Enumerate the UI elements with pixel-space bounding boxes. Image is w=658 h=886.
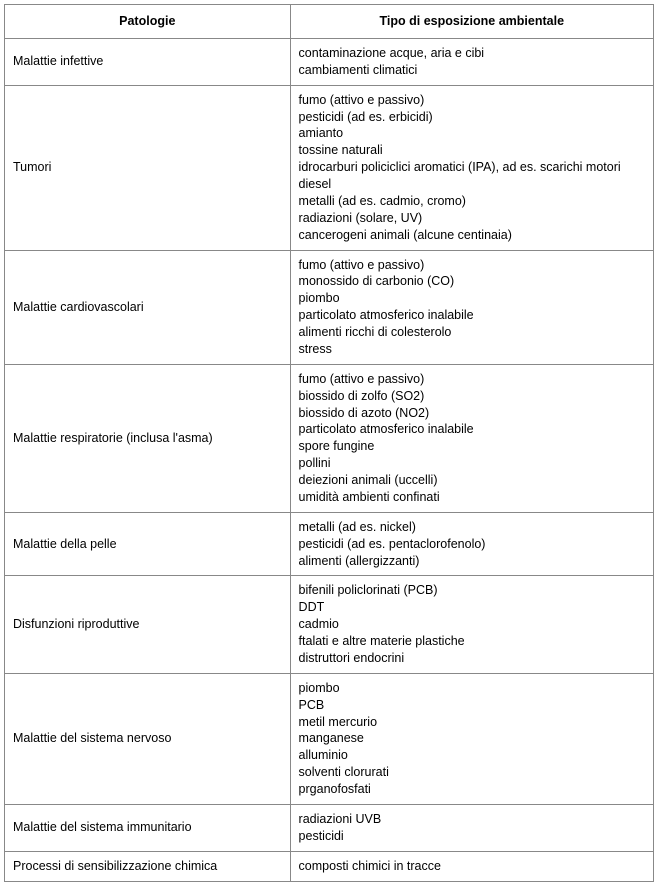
exposure-line: radiazioni (solare, UV) [299, 210, 645, 227]
exposure-line: prganofosfati [299, 781, 645, 798]
exposure-line: metalli (ad es. nickel) [299, 519, 645, 536]
exposure-cell: contaminazione acque, aria e cibicambiam… [290, 38, 653, 85]
exposure-line: particolato atmosferico inalabile [299, 307, 645, 324]
exposure-line: cancerogeni animali (alcune centinaia) [299, 227, 645, 244]
pathology-exposure-table: Patologie Tipo di esposizione ambientale… [4, 4, 654, 882]
exposure-line: stress [299, 341, 645, 358]
exposure-line: composti chimici in tracce [299, 858, 645, 875]
pathology-cell: Malattie del sistema nervoso [5, 673, 291, 804]
exposure-line: piombo [299, 680, 645, 697]
exposure-line: solventi clorurati [299, 764, 645, 781]
exposure-line: spore fungine [299, 438, 645, 455]
exposure-line: fumo (attivo e passivo) [299, 371, 645, 388]
exposure-line: umidità ambienti confinati [299, 489, 645, 506]
table-header-row: Patologie Tipo di esposizione ambientale [5, 5, 654, 39]
header-exposure: Tipo di esposizione ambientale [290, 5, 653, 39]
exposure-line: PCB [299, 697, 645, 714]
exposure-line: pollini [299, 455, 645, 472]
pathology-cell: Malattie infettive [5, 38, 291, 85]
exposure-cell: radiazioni UVBpesticidi [290, 804, 653, 851]
exposure-line: bifenili policlorinati (PCB) [299, 582, 645, 599]
exposure-line: cadmio [299, 616, 645, 633]
exposure-line: biossido di zolfo (SO2) [299, 388, 645, 405]
exposure-line: fumo (attivo e passivo) [299, 257, 645, 274]
exposure-line: distruttori endocrini [299, 650, 645, 667]
exposure-line: particolato atmosferico inalabile [299, 421, 645, 438]
table-row: Malattie cardiovascolarifumo (attivo e p… [5, 250, 654, 364]
exposure-line: alimenti (allergizzanti) [299, 553, 645, 570]
pathology-cell: Processi di sensibilizzazione chimica [5, 851, 291, 881]
exposure-line: amianto [299, 125, 645, 142]
exposure-cell: fumo (attivo e passivo)pesticidi (ad es.… [290, 85, 653, 250]
header-pathology: Patologie [5, 5, 291, 39]
table-row: Malattie del sistema nervosopiomboPCBmet… [5, 673, 654, 804]
table-row: Malattie della pellemetalli (ad es. nick… [5, 512, 654, 576]
exposure-cell: fumo (attivo e passivo)biossido di zolfo… [290, 364, 653, 512]
table-row: Processi di sensibilizzazione chimica com… [5, 851, 654, 881]
exposure-line: contaminazione acque, aria e cibi [299, 45, 645, 62]
exposure-line: cambiamenti climatici [299, 62, 645, 79]
table-row: Malattie infettivecontaminazione acque, … [5, 38, 654, 85]
exposure-line: manganese [299, 730, 645, 747]
exposure-cell: fumo (attivo e passivo)monossido di carb… [290, 250, 653, 364]
exposure-cell: metalli (ad es. nickel)pesticidi (ad es.… [290, 512, 653, 576]
pathology-cell: Tumori [5, 85, 291, 250]
pathology-cell: Malattie respiratorie (inclusa l'asma) [5, 364, 291, 512]
exposure-line: metil mercurio [299, 714, 645, 731]
exposure-line: pesticidi (ad es. pentaclorofenolo) [299, 536, 645, 553]
exposure-line: alimenti ricchi di colesterolo [299, 324, 645, 341]
pathology-cell: Malattie del sistema immunitario [5, 804, 291, 851]
exposure-line: pesticidi [299, 828, 645, 845]
table-row: Tumorifumo (attivo e passivo)pesticidi (… [5, 85, 654, 250]
exposure-line: radiazioni UVB [299, 811, 645, 828]
exposure-line: fumo (attivo e passivo) [299, 92, 645, 109]
exposure-line: metalli (ad es. cadmio, cromo) [299, 193, 645, 210]
pathology-cell: Disfunzioni riproduttive [5, 576, 291, 673]
exposure-line: DDT [299, 599, 645, 616]
exposure-line: tossine naturali [299, 142, 645, 159]
exposure-line: monossido di carbonio (CO) [299, 273, 645, 290]
exposure-cell: bifenili policlorinati (PCB)DDTcadmiofta… [290, 576, 653, 673]
pathology-cell: Malattie cardiovascolari [5, 250, 291, 364]
exposure-line: idrocarburi policiclici aromatici (IPA),… [299, 159, 645, 193]
exposure-line: deiezioni animali (uccelli) [299, 472, 645, 489]
table-row: Malattie respiratorie (inclusa l'asma)fu… [5, 364, 654, 512]
exposure-cell: piomboPCBmetil mercuriomanganeseallumini… [290, 673, 653, 804]
table-row: Malattie del sistema immunitarioradiazio… [5, 804, 654, 851]
exposure-line: ftalati e altre materie plastiche [299, 633, 645, 650]
pathology-cell: Malattie della pelle [5, 512, 291, 576]
exposure-line: piombo [299, 290, 645, 307]
exposure-cell: composti chimici in tracce [290, 851, 653, 881]
exposure-line: pesticidi (ad es. erbicidi) [299, 109, 645, 126]
exposure-line: biossido di azoto (NO2) [299, 405, 645, 422]
exposure-line: alluminio [299, 747, 645, 764]
table-row: Disfunzioni riproduttivebifenili policlo… [5, 576, 654, 673]
